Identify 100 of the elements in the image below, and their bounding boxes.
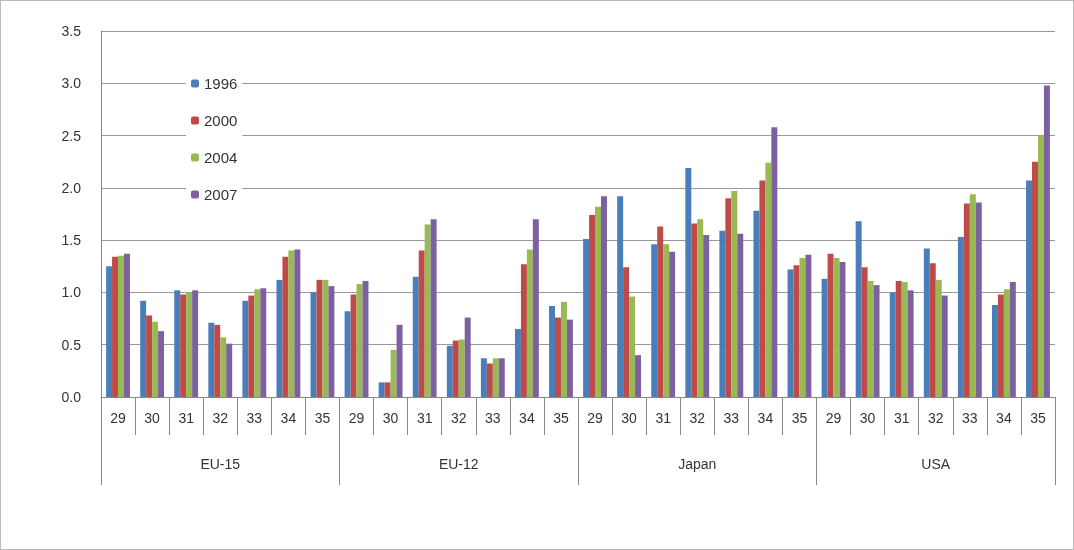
- legend-label: 2004: [204, 149, 238, 166]
- bar: [867, 280, 874, 397]
- x-tick-label: 33: [246, 410, 263, 426]
- bar: [226, 343, 233, 397]
- bar: [697, 219, 704, 397]
- y-tick-label: 1.0: [61, 284, 82, 301]
- bar: [669, 251, 676, 397]
- bar: [895, 280, 902, 397]
- bar: [344, 311, 351, 397]
- bar: [452, 340, 459, 397]
- bar: [969, 194, 976, 397]
- bar: [901, 281, 908, 397]
- bar: [294, 249, 301, 397]
- bar: [997, 294, 1004, 397]
- x-tick-label: 35: [1030, 410, 1046, 426]
- bar: [957, 237, 964, 397]
- bar: [595, 206, 601, 397]
- bar: [771, 127, 778, 397]
- bar: [1032, 161, 1038, 397]
- bar: [378, 382, 385, 397]
- bar: [963, 203, 970, 397]
- bar: [623, 267, 630, 397]
- legend-label: 1996: [204, 75, 238, 92]
- bar: [486, 363, 493, 397]
- bar: [174, 290, 181, 397]
- bar: [873, 285, 880, 397]
- y-tick-label: 2.5: [61, 127, 82, 144]
- bar: [560, 301, 567, 397]
- bar: [566, 319, 573, 397]
- y-tick-label: 3.0: [61, 75, 82, 92]
- text: USA: [921, 456, 951, 472]
- bar: [220, 337, 227, 397]
- bar: [1037, 135, 1044, 397]
- bar: [446, 345, 453, 397]
- x-tick-label: 34: [280, 410, 297, 426]
- bar: [390, 349, 397, 397]
- x-tick-label: 31: [178, 410, 195, 426]
- bar: [923, 248, 930, 397]
- bar: [430, 219, 437, 397]
- bar: [589, 215, 596, 397]
- x-tick-label: 35: [314, 410, 331, 426]
- bar: [396, 324, 403, 397]
- bar: [703, 234, 710, 397]
- x-tick-label: 34: [996, 410, 1012, 426]
- x-tick-label: 31: [416, 410, 433, 426]
- bar: [753, 210, 760, 397]
- bar: [192, 290, 199, 397]
- bar: [731, 190, 738, 397]
- x-tick-label: 32: [689, 410, 706, 426]
- bar: [242, 300, 249, 397]
- bar: [322, 279, 329, 397]
- x-tick-label: 31: [893, 410, 910, 426]
- bar: [799, 257, 806, 397]
- x-tick-label: 33: [962, 410, 978, 426]
- bar: [208, 322, 215, 397]
- x-tick-label: 30: [144, 410, 161, 426]
- bar: [691, 223, 698, 397]
- bar: [657, 226, 664, 397]
- bar: [929, 263, 936, 397]
- bar: [555, 317, 561, 397]
- x-tick-label: 34: [757, 410, 774, 426]
- x-tick-label: 32: [450, 410, 467, 426]
- x-tick-label: 30: [621, 410, 638, 426]
- bar: [254, 289, 261, 397]
- bar: [180, 294, 187, 397]
- text: EU-12: [438, 456, 479, 472]
- bar: [124, 253, 130, 397]
- bar: [991, 304, 998, 397]
- bar: [520, 264, 527, 397]
- bar: [492, 358, 499, 397]
- bar: [412, 276, 419, 397]
- y-tick-label: 2.0: [61, 179, 82, 196]
- bar: [1003, 289, 1010, 397]
- text: Japan: [678, 456, 717, 472]
- bar: [480, 358, 487, 397]
- bar: [1026, 180, 1032, 397]
- bar: [805, 254, 812, 397]
- bar: [975, 202, 982, 397]
- y-tick-label: 0.5: [61, 336, 82, 353]
- bar: [118, 255, 124, 397]
- x-tick-label: 35: [553, 410, 569, 426]
- x-tick-label: 29: [825, 410, 842, 426]
- bar: [514, 329, 521, 397]
- bar: [152, 321, 159, 397]
- bar: [719, 230, 726, 397]
- bar: [310, 292, 317, 397]
- bar: [549, 306, 555, 397]
- bar: [140, 300, 147, 397]
- bar: [498, 358, 505, 397]
- x-tick-label: 31: [655, 410, 672, 426]
- x-tick-label: 32: [212, 410, 229, 426]
- bar: [532, 219, 539, 397]
- bar: [260, 288, 267, 397]
- bar: [821, 278, 828, 397]
- bar: [839, 262, 846, 397]
- x-tick-label: 29: [110, 410, 127, 426]
- bar: [186, 292, 193, 397]
- bar: [861, 267, 868, 397]
- bar: [685, 167, 692, 397]
- x-tick-label: 34: [519, 410, 535, 426]
